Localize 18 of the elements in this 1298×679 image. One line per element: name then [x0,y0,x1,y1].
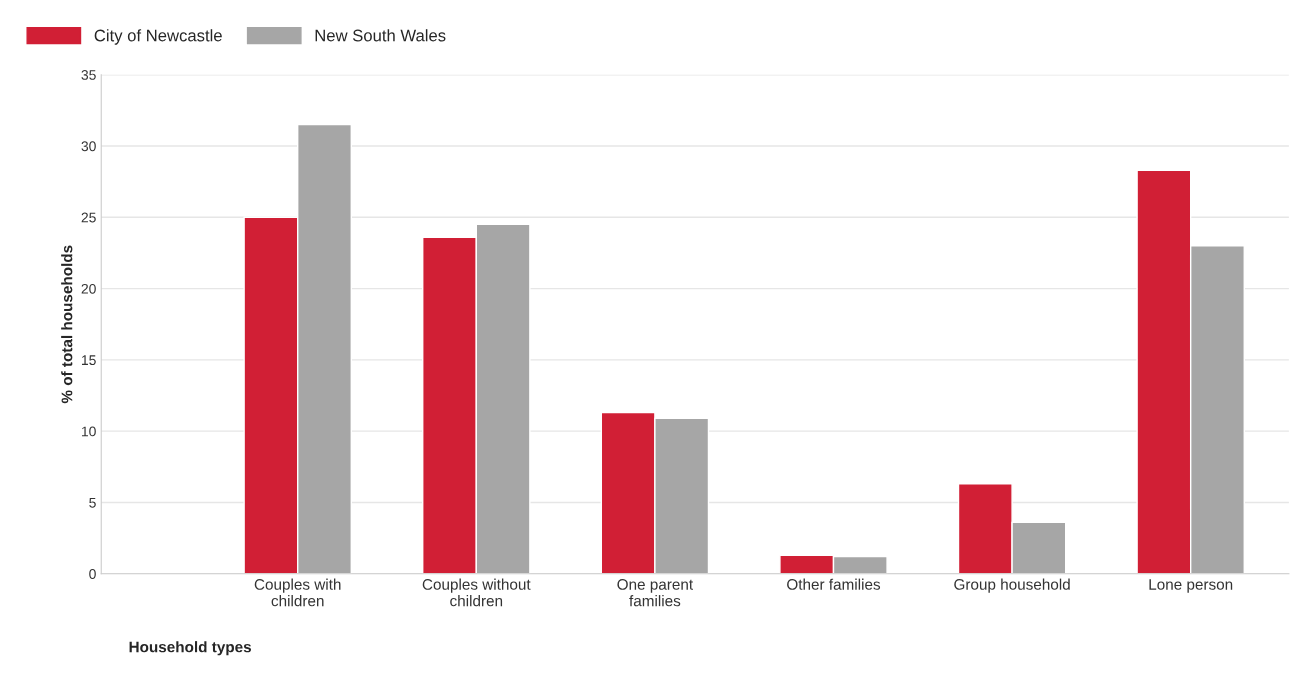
legend-label: New South Wales [315,29,446,42]
x-tick-label: One parent families [617,579,694,607]
y-tick-label: 15 [81,355,96,366]
x-axis-title: Household types [129,641,252,656]
y-tick-label: 35 [81,70,96,80]
y-tick-label: 0 [89,569,96,579]
x-tick-label: Other families [787,578,881,590]
y-tick-label: 10 [81,426,96,437]
x-tick-label: Couples with children [254,578,341,607]
y-tick-label: 20 [81,283,96,294]
x-tick-label: Couples without children [422,578,531,607]
y-axis-title: % of total households [61,245,73,404]
y-tick-label: 30 [81,141,96,152]
y-tick-label: 25 [81,212,96,223]
x-tick-label: Group household [954,578,1070,593]
y-tick-label: 5 [89,497,96,508]
legend-label: City of Newcastle [94,29,222,45]
x-tick-label: Lone person [1149,579,1233,593]
